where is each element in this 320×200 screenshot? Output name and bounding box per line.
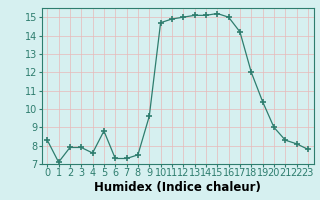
X-axis label: Humidex (Indice chaleur): Humidex (Indice chaleur)	[94, 181, 261, 194]
